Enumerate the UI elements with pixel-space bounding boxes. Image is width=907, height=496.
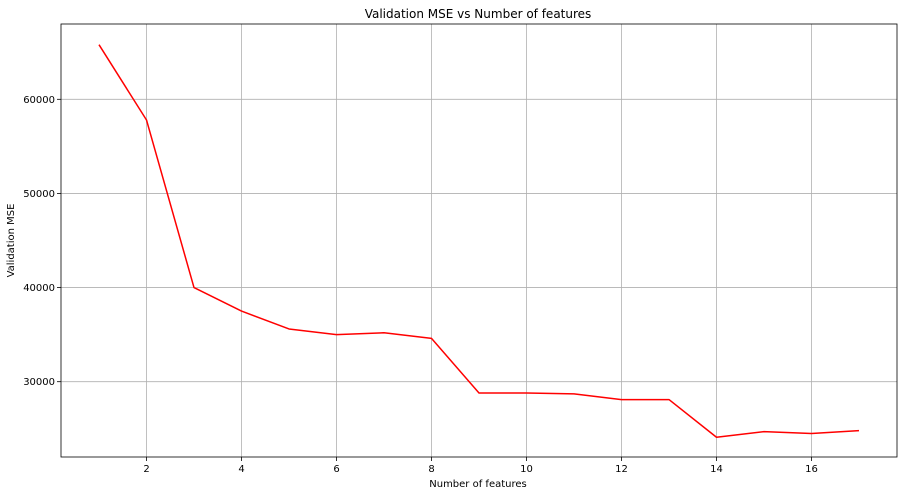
- series-layer: [98, 44, 860, 438]
- y-tick-label: 50000: [23, 189, 55, 200]
- x-tick-label: 4: [238, 464, 244, 475]
- y-tick-label: 60000: [23, 95, 55, 106]
- x-tick-label: 12: [615, 464, 628, 475]
- y-tick-label: 40000: [23, 283, 55, 294]
- x-tick-label: 14: [710, 464, 723, 475]
- x-tick-label: 8: [428, 464, 434, 475]
- x-tick-label: 16: [805, 464, 818, 475]
- x-tick-label: 6: [333, 464, 339, 475]
- x-axis-ticks: 2 4 6 8 10 12 14 16: [143, 457, 818, 475]
- x-tick-label: 2: [143, 464, 149, 475]
- x-tick-label: 10: [520, 464, 533, 475]
- y-tick-label: 30000: [23, 377, 55, 388]
- plot-frame: [60, 23, 898, 458]
- series-line: [98, 44, 860, 438]
- grid: [61, 24, 897, 457]
- chart-title: Validation MSE vs Number of features: [365, 7, 592, 21]
- x-axis-label: Number of features: [429, 479, 526, 490]
- y-axis-label: Validation MSE: [6, 204, 17, 278]
- y-axis-ticks: 30000 40000 50000 60000: [23, 95, 61, 388]
